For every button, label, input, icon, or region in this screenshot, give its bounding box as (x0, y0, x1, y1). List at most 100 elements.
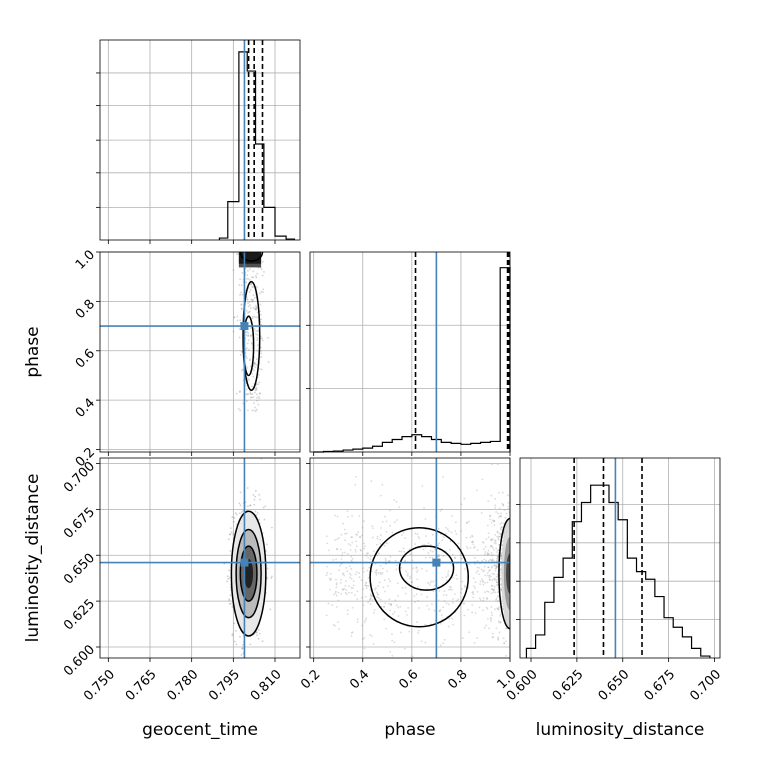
distance-vs-phase-sample (394, 599, 397, 602)
distance-vs-phase-sample (416, 533, 419, 535)
phase-vs-time-sample (241, 271, 244, 274)
distance-vs-phase-sample (474, 587, 476, 589)
distance-vs-phase-sample (499, 515, 502, 518)
distance-vs-phase-sample (379, 573, 382, 576)
distance-vs-phase-sample (502, 522, 505, 525)
phase-vs-time-sample (251, 301, 254, 303)
distance-vs-phase-sample (511, 567, 513, 569)
distance-vs-phase-sample (438, 589, 441, 592)
distance-vs-phase-sample (376, 554, 379, 557)
distance-vs-phase-sample (516, 607, 518, 609)
distance-vs-phase-sample (521, 585, 523, 587)
distance-vs-phase-sample (529, 607, 531, 609)
distance-vs-phase-sample (459, 591, 462, 594)
distance-vs-phase-sample (354, 573, 357, 576)
distance-vs-time-sample (255, 666, 257, 668)
distance-vs-phase-sample (463, 584, 466, 587)
distance-vs-phase-sample (451, 601, 454, 604)
distance-vs-phase-sample (474, 612, 477, 614)
distance-vs-phase-sample (494, 567, 497, 570)
distance-vs-phase-sample (487, 536, 490, 539)
phase-vs-time-sample (256, 344, 259, 347)
distance-vs-phase-sample (514, 605, 516, 607)
distance-vs-phase-sample (517, 610, 519, 612)
phase-vs-time-sample (252, 306, 255, 309)
phase-vs-time-contour-top (239, 252, 264, 262)
phase-vs-time-sample (245, 355, 247, 358)
phase-vs-time-sample (253, 328, 256, 330)
distance-vs-phase-sample (515, 586, 517, 588)
distance-vs-phase-sample (511, 577, 513, 579)
distance-vs-phase-sample (417, 632, 419, 634)
distance-vs-phase-sample (364, 545, 366, 548)
distance-vs-phase-sample (438, 554, 441, 557)
distance-vs-phase-sample (337, 537, 340, 539)
distance-vs-phase-sample (408, 630, 411, 633)
distance-vs-phase-sample (383, 544, 386, 547)
distance-vs-phase-sample (512, 552, 514, 554)
distance-vs-phase-sample (493, 564, 496, 567)
distance-vs-phase-sample (505, 655, 507, 657)
distance-vs-phase-sample (365, 554, 368, 557)
distance-vs-phase-sample (499, 532, 502, 535)
distance-vs-phase-sample (489, 578, 492, 581)
distance-vs-phase-sample (375, 568, 378, 571)
distance-vs-phase-sample (367, 576, 370, 579)
distance-vs-time-sample (228, 576, 231, 579)
distance-vs-phase-sample (495, 559, 498, 562)
distance-vs-phase-sample (499, 614, 501, 617)
distance-vs-phase-sample (490, 618, 492, 621)
distance-vs-phase-sample (499, 667, 501, 669)
distance-vs-phase-sample (427, 542, 430, 545)
distance-vs-phase-sample (325, 535, 328, 538)
distance-vs-time-scatter (223, 458, 273, 668)
distance-vs-phase-sample (495, 542, 497, 545)
distance-vs-phase-sample (385, 530, 388, 533)
distance-vs-phase-sample (426, 596, 429, 599)
distance-vs-phase-sample (430, 580, 433, 583)
distance-vs-phase-sample (522, 559, 524, 561)
distance-vs-phase-sample (373, 609, 376, 611)
distance-vs-phase-sample (512, 571, 514, 573)
distance-vs-phase-sample (468, 631, 471, 634)
distance-vs-phase-sample (393, 521, 396, 523)
phase-vs-time-sample (247, 302, 249, 305)
distance-vs-phase-sample (511, 622, 513, 624)
distance-vs-phase-sample (439, 622, 442, 625)
distance-vs-phase-sample (517, 616, 519, 618)
phase-vs-time-sample (253, 409, 256, 412)
phase-vs-time-sample (261, 260, 264, 263)
distance-vs-phase-sample (511, 572, 513, 574)
distance-vs-phase-sample (340, 558, 343, 560)
distance-vs-phase-sample (495, 575, 498, 578)
distance-vs-phase-sample (382, 567, 384, 570)
phase-vs-time-frame (99, 251, 301, 453)
geocent-time-bin-1 (228, 202, 239, 240)
distance-vs-phase-sample (499, 563, 502, 566)
distance-vs-phase-sample (522, 559, 524, 561)
phase-vs-time-sample (259, 350, 262, 352)
phase-vs-time-sample (251, 285, 254, 288)
luminosity-distance-hist-frame (519, 457, 721, 659)
distance-vs-phase-sample (342, 588, 344, 591)
distance-vs-phase-sample (497, 636, 500, 639)
geocent-time-bin-6 (275, 236, 286, 240)
distance-vs-phase-sample (363, 520, 365, 522)
distance-vs-phase-sample (518, 623, 520, 625)
distance-vs-phase-sample (406, 613, 408, 616)
distance-vs-phase-sample (439, 510, 442, 512)
phase-vs-time-sample (255, 386, 258, 389)
distance-vs-phase-sample (482, 609, 484, 612)
distance-vs-phase-sample (349, 565, 351, 568)
distance-vs-phase-sample (514, 583, 516, 585)
distance-vs-phase-sample (510, 591, 512, 593)
distance-vs-phase-sample (460, 529, 462, 532)
distance-vs-time-sample (227, 538, 230, 541)
distance-vs-phase-sample (490, 539, 493, 542)
distance-vs-phase-sample (513, 565, 515, 567)
distance-vs-time-frame (99, 457, 301, 659)
distance-vs-time-contour-0 (230, 510, 267, 637)
distance-vs-phase-sample (420, 593, 423, 596)
distance-vs-phase-scatter (325, 463, 531, 669)
distance-vs-phase-sample (493, 520, 495, 523)
